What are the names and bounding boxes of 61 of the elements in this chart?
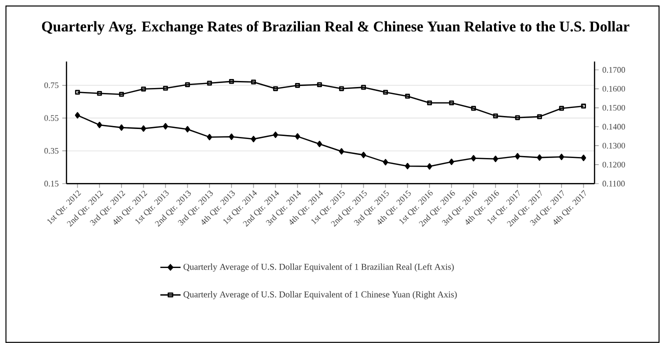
point [250,136,256,142]
point [338,148,344,154]
y2-tick-label: 0.1500 [602,104,626,110]
point [427,100,432,106]
y2-tick-label: 0.1200 [602,162,626,168]
point [360,152,366,158]
point [272,131,278,138]
point [426,162,432,170]
point [559,106,564,111]
point [514,152,520,160]
point [515,115,520,120]
y-tick-label: 0.15 [44,180,58,186]
point [383,90,388,94]
legend-label: Quarterly Average of U.S. Dollar Equivalent of 1 Brazilian Real (Left Axis) [184,263,454,272]
point [448,158,454,165]
point [119,92,124,97]
point [537,114,542,119]
point [184,126,190,132]
y-tick-label: 0.35 [44,148,58,154]
point [273,86,278,91]
point [361,84,366,90]
point [382,158,388,166]
y2-tick-label: 0.1600 [602,86,626,92]
point [162,122,168,130]
y-tick-label: 0.55 [44,115,58,121]
point [580,154,586,161]
point [471,106,476,111]
point [163,86,168,90]
y2-tick-label: 0.1700 [602,66,626,73]
point [97,90,102,96]
point [295,82,300,88]
point [251,79,256,84]
point [140,125,146,132]
point [449,100,454,106]
point [294,133,300,140]
y2-tick-label: 0.1400 [602,124,626,130]
point [228,133,234,140]
line-series [75,78,586,120]
point [317,82,322,87]
point [118,124,124,131]
point [470,154,476,162]
point [206,134,212,140]
point [74,112,80,118]
legend-label: Quarterly Average of U.S. Dollar Equivalent of 1 Chinese Yuan (Right Axis) [184,290,457,300]
point [404,162,410,170]
point [493,113,498,118]
y-tick-label: 0.75 [44,82,58,88]
point [229,78,234,84]
y2-tick-label: 0.1100 [602,180,625,186]
point [185,82,190,87]
point [405,94,410,98]
point [207,80,212,86]
point [316,140,322,147]
point [558,153,564,160]
point [492,155,498,162]
point [96,122,102,128]
chart-title: Quarterly Avg. Exchange Rates of Brazilian Real & Chinese Yuan Relative to the U.S. Dollar [42,20,630,34]
point [536,154,542,161]
y2-tick-label: 0.1300 [602,142,626,148]
point [141,86,146,92]
point [339,86,344,91]
